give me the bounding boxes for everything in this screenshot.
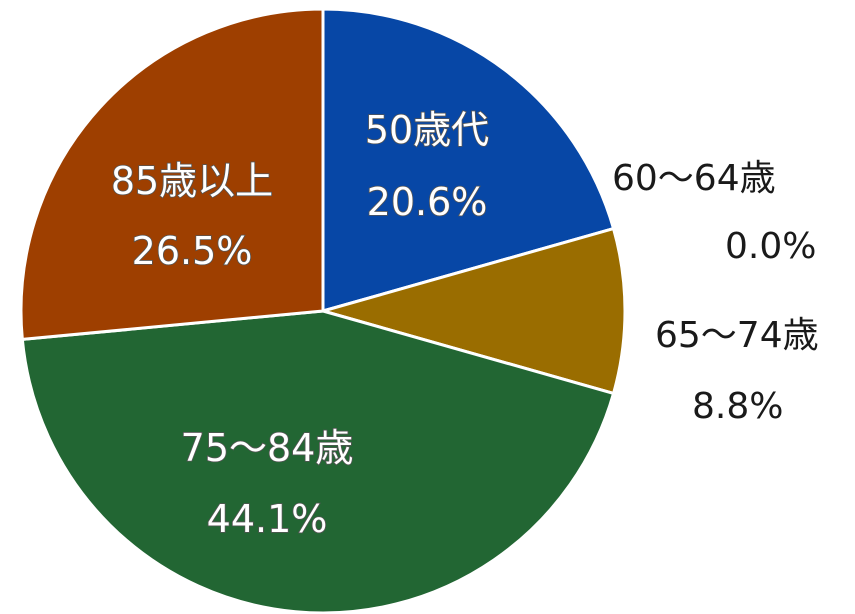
label-50s-value: 20.6% bbox=[367, 180, 488, 224]
label-65-74-name: 65～74歳 bbox=[655, 315, 819, 356]
label-50s-name: 50歳代 bbox=[365, 108, 489, 152]
label-85-plus-name: 85歳以上 bbox=[111, 159, 273, 203]
label-65-74-value: 8.8% bbox=[692, 386, 783, 427]
slice-85-plus bbox=[19, 7, 325, 342]
label-60-64-value: 0.0% bbox=[725, 226, 816, 267]
label-60-64-name: 60～64歳 bbox=[612, 158, 776, 199]
slice-75-84 bbox=[20, 309, 616, 614]
label-85-plus-value: 26.5% bbox=[132, 229, 253, 273]
label-75-84-name: 75～84歳 bbox=[181, 426, 354, 470]
label-75-84-value: 44.1% bbox=[207, 497, 328, 541]
slice-65-74 bbox=[317, 226, 627, 396]
pie-slices bbox=[19, 7, 627, 614]
slice-50s bbox=[321, 7, 616, 313]
